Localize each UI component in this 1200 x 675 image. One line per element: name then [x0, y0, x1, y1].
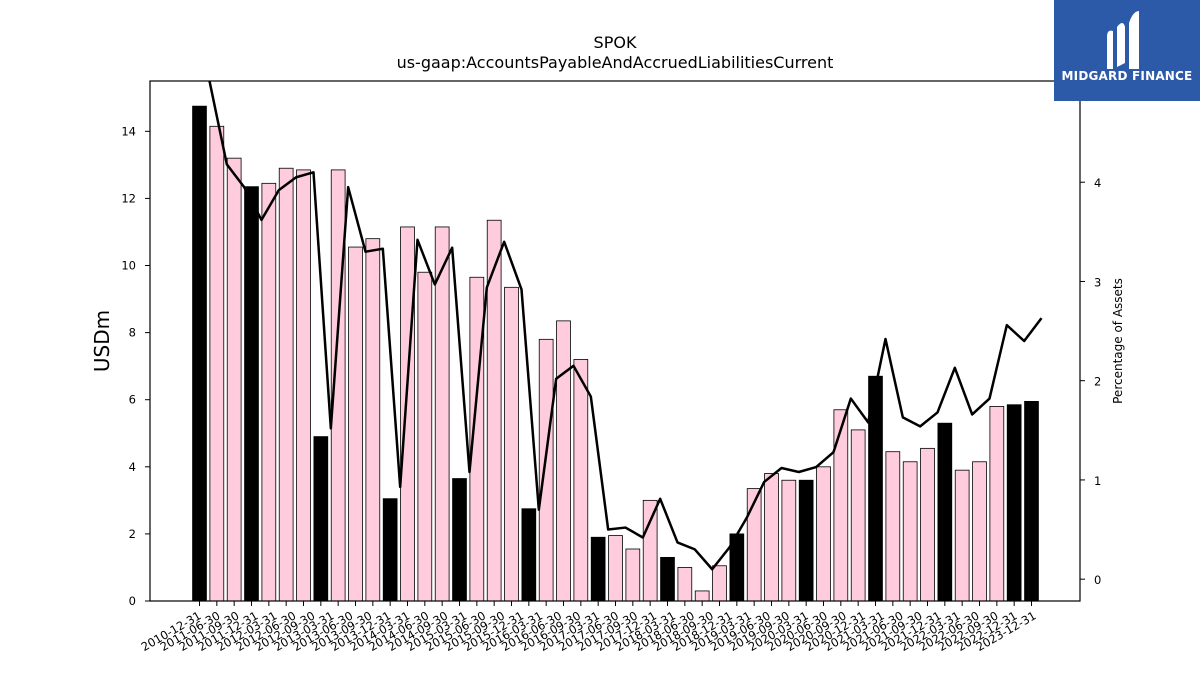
- bar: [850, 429, 866, 602]
- bar: [192, 105, 207, 602]
- y2-tick-label: 0: [1094, 573, 1101, 587]
- bar: [746, 488, 762, 602]
- bar: [781, 479, 797, 602]
- brand-logo: MIDGARD FINANCE: [1054, 0, 1200, 101]
- bar: [833, 409, 849, 602]
- bar: [694, 590, 710, 602]
- y2-tick-label: 1: [1094, 474, 1101, 488]
- bar: [209, 125, 225, 602]
- bar: [278, 167, 294, 602]
- y2-axis-label: Percentage of Assets: [1111, 278, 1125, 404]
- bar: [764, 473, 779, 602]
- logo-text: MIDGARD FINANCE: [1061, 69, 1193, 83]
- bar: [920, 447, 935, 602]
- bar: [677, 567, 693, 602]
- y-tick-label: 14: [121, 124, 136, 138]
- bar: [937, 422, 953, 602]
- bar: [816, 466, 831, 602]
- bar: [417, 271, 433, 602]
- bar: [452, 478, 467, 602]
- bar: [226, 157, 242, 602]
- bar: [1006, 404, 1022, 602]
- bar: [625, 548, 641, 602]
- y2-tick-label: 3: [1094, 275, 1101, 289]
- bar: [313, 436, 329, 602]
- bar: [538, 338, 554, 602]
- bar: [348, 246, 363, 602]
- bar: [712, 565, 727, 602]
- bar: [642, 499, 658, 602]
- bar: [1024, 400, 1039, 602]
- bar-series: [192, 105, 1039, 602]
- bar: [400, 226, 415, 602]
- y-tick-label: 0: [129, 594, 136, 608]
- y-tick-label: 8: [129, 326, 136, 340]
- bar: [261, 182, 277, 602]
- y-tick-label: 6: [129, 393, 136, 407]
- y-tick-label: 10: [121, 259, 136, 273]
- y-tick-label: 2: [129, 527, 136, 541]
- y-axis-label: USDm: [90, 310, 114, 372]
- chart-title: SPOK: [594, 33, 637, 52]
- bar: [902, 461, 918, 602]
- x-axis: 2010-12-312011-06-302011-09-302011-12-31…: [139, 601, 1039, 654]
- bar: [885, 451, 901, 602]
- bar: [556, 320, 571, 602]
- line-series: [208, 81, 1043, 571]
- bar: [365, 238, 381, 602]
- bar: [972, 461, 987, 602]
- bar: [798, 479, 814, 602]
- y2-axis: 0 1 2 3 4: [1080, 176, 1101, 587]
- bar: [573, 359, 589, 602]
- bar: [244, 186, 259, 602]
- line-path: [208, 81, 1043, 571]
- y2-tick-label: 4: [1094, 176, 1101, 190]
- y-axis: 0 2 4 6 8 10 12 14: [121, 124, 150, 608]
- bar: [521, 508, 537, 602]
- bar: [296, 169, 311, 602]
- bar: [989, 406, 1005, 602]
- bar: [486, 219, 502, 602]
- bar: [660, 556, 675, 602]
- bar: [590, 536, 606, 602]
- bar: [382, 498, 398, 602]
- chart-subtitle: us-gaap:AccountsPayableAndAccruedLiabili…: [397, 53, 834, 72]
- bar: [954, 469, 970, 602]
- midgard-logo-icon: [1107, 11, 1139, 69]
- y-tick-label: 4: [129, 460, 136, 474]
- bar: [504, 286, 519, 602]
- bar: [434, 226, 450, 602]
- y2-tick-label: 2: [1094, 375, 1101, 389]
- y-tick-label: 12: [121, 191, 136, 205]
- bar: [608, 535, 623, 602]
